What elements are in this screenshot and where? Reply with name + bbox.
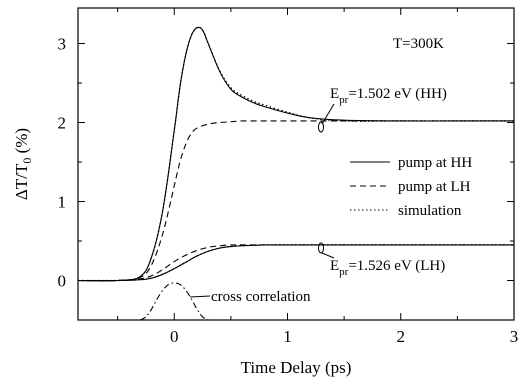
plot-layer	[78, 26, 514, 320]
cross-correlation-annotation: cross correlation	[211, 289, 311, 305]
y-tick-label: 1	[58, 193, 67, 212]
y-tick-label: 3	[58, 35, 67, 54]
hh-probe-marker	[318, 121, 324, 133]
x-tick-label: 1	[283, 327, 292, 346]
cross-correlation-pointer	[189, 295, 211, 298]
series-line-1	[78, 26, 514, 282]
x-tick-label: 3	[510, 327, 519, 346]
legend-label: pump at LH	[398, 179, 471, 195]
lh-probe-annotation: Epr=1.526 eV (LH)	[330, 258, 445, 278]
y-tick-label: 0	[58, 272, 67, 291]
legend: pump at HH pump at LH simulation	[350, 155, 472, 219]
x-axis-label: Time Delay (ps)	[241, 358, 352, 377]
series-line-2	[78, 120, 514, 282]
temperature-annotation: T=300K	[393, 36, 444, 52]
lh-probe-pointer	[321, 252, 335, 259]
axis-ticks: 0 1 2 3 0 1 2 3	[58, 8, 519, 346]
legend-label: simulation	[398, 203, 462, 219]
x-tick-label: 2	[397, 327, 406, 346]
y-axis-label: ΔT/T0 (%)	[12, 128, 34, 200]
hh-probe-annotation: Epr=1.502 eV (HH)	[330, 86, 447, 106]
hh-probe-pointer	[321, 103, 335, 125]
series-line-6	[78, 244, 514, 282]
x-tick-label: 0	[170, 327, 179, 346]
plot-frame	[77, 7, 515, 321]
series-line-5	[78, 244, 514, 282]
series-line-7	[140, 282, 209, 320]
y-tick-label: 2	[58, 114, 67, 133]
legend-label: pump at HH	[398, 155, 472, 171]
series-line-4	[78, 244, 514, 282]
lh-probe-marker	[318, 242, 324, 254]
